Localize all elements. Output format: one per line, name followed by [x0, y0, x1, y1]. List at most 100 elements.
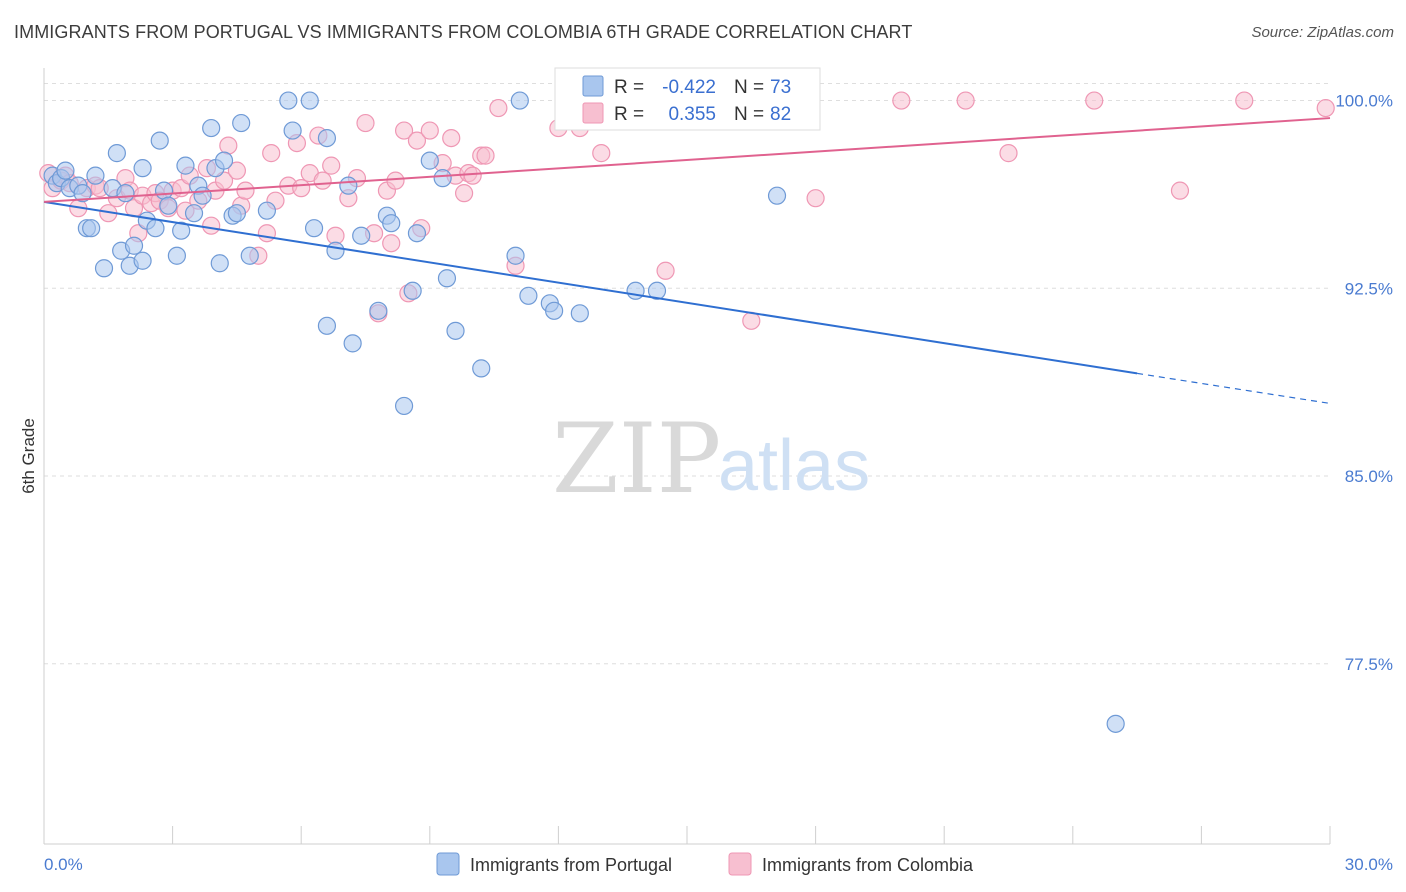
legend-swatch-portugal	[436, 852, 460, 876]
point-portugal	[124, 236, 144, 255]
point-colombia	[394, 121, 414, 140]
point-portugal	[510, 91, 529, 110]
y-tick-label: 92.5%	[1345, 279, 1393, 298]
point-portugal	[407, 224, 427, 243]
point-colombia	[806, 189, 825, 208]
point-portugal	[506, 246, 525, 265]
x-tick-label-min: 0.0%	[44, 855, 83, 874]
stat-n-label-portugal: N =	[734, 77, 764, 98]
point-portugal	[382, 214, 401, 233]
point-colombia	[656, 261, 675, 280]
point-colombia	[382, 234, 401, 253]
point-portugal	[317, 316, 337, 335]
point-colombia	[454, 184, 474, 203]
y-tick-label: 77.5%	[1345, 655, 1393, 674]
point-portugal	[133, 251, 152, 270]
point-colombia	[236, 181, 255, 200]
point-portugal	[403, 281, 422, 300]
point-portugal	[146, 219, 165, 238]
point-colombia	[463, 166, 482, 185]
point-portugal	[82, 219, 101, 238]
point-portugal	[369, 301, 388, 320]
point-portugal	[300, 91, 319, 110]
point-colombia	[476, 146, 495, 165]
point-colombia	[956, 91, 975, 110]
stat-swatch-colombia	[582, 102, 604, 124]
point-portugal	[767, 186, 787, 205]
stat-r-label-portugal: R =	[614, 77, 644, 98]
point-colombia	[999, 144, 1018, 163]
point-portugal	[133, 159, 152, 178]
point-portugal	[472, 359, 491, 378]
legend-swatch-colombia	[728, 852, 752, 876]
trend-line-portugal	[43, 200, 1138, 375]
point-portugal	[159, 196, 178, 215]
point-portugal	[343, 334, 362, 353]
point-colombia	[442, 128, 461, 148]
stat-r-value-portugal: -0.422	[662, 77, 716, 98]
point-colombia	[386, 171, 405, 190]
trend-line-portugal-extension	[1137, 372, 1331, 405]
point-colombia	[202, 216, 221, 235]
point-portugal	[647, 281, 667, 300]
point-portugal	[257, 201, 277, 220]
point-portugal	[626, 281, 645, 300]
point-portugal	[446, 321, 465, 340]
legend: Immigrants from Portugal Immigrants from…	[436, 852, 974, 876]
point-portugal	[193, 186, 212, 205]
point-colombia	[322, 156, 341, 175]
y-tick-label: 100.0%	[1335, 92, 1393, 111]
point-portugal	[570, 304, 589, 323]
point-colombia	[292, 179, 311, 198]
point-portugal	[172, 221, 191, 240]
point-portugal	[214, 151, 234, 170]
stat-n-label-colombia: N =	[734, 104, 764, 125]
point-colombia	[892, 91, 911, 110]
point-colombia	[262, 144, 281, 163]
point-colombia	[592, 144, 611, 163]
point-portugal	[176, 156, 195, 175]
point-portugal	[437, 269, 457, 288]
point-portugal	[86, 166, 105, 185]
point-portugal	[232, 113, 251, 133]
point-colombia	[219, 136, 238, 155]
point-portugal	[339, 176, 358, 195]
point-colombia	[1316, 98, 1335, 118]
point-portugal	[167, 246, 186, 265]
point-portugal	[420, 151, 439, 170]
point-portugal	[56, 161, 75, 180]
point-portugal	[184, 204, 204, 223]
stat-r-value-colombia: 0.355	[668, 104, 716, 125]
point-colombia	[1170, 181, 1190, 200]
point-portugal	[240, 246, 259, 265]
point-portugal	[150, 131, 169, 150]
point-portugal	[210, 254, 229, 273]
point-colombia	[1085, 91, 1104, 110]
watermark: ZIP atlas	[552, 403, 870, 515]
chart-source: Source: ZipAtlas.com	[1251, 24, 1394, 41]
trend-lines	[43, 117, 1331, 405]
point-colombia	[489, 98, 508, 118]
stats-box: R = -0.422 N = 73 R = 0.355 N = 82	[554, 67, 821, 131]
data-points	[39, 91, 1335, 733]
point-colombia	[1235, 91, 1254, 110]
legend-label-colombia: Immigrants from Colombia	[762, 855, 974, 875]
point-portugal	[352, 226, 371, 245]
y-tick-label: 85.0%	[1345, 467, 1393, 486]
point-portugal	[394, 396, 414, 416]
point-portugal	[107, 144, 126, 163]
point-portugal	[433, 169, 452, 188]
point-portugal	[202, 118, 221, 138]
y-axis-title: 6th Grade	[19, 418, 38, 494]
trend-line-colombia	[43, 117, 1331, 203]
point-colombia	[214, 171, 234, 190]
point-portugal	[545, 301, 564, 320]
legend-label-portugal: Immigrants from Portugal	[470, 855, 672, 875]
point-portugal	[304, 219, 324, 238]
point-colombia	[407, 131, 427, 150]
stat-n-value-colombia: 82	[770, 104, 791, 125]
stat-r-label-colombia: R =	[614, 104, 644, 125]
chart-title: IMMIGRANTS FROM PORTUGAL VS IMMIGRANTS F…	[14, 22, 913, 42]
x-tick-label-max: 30.0%	[1345, 855, 1393, 874]
